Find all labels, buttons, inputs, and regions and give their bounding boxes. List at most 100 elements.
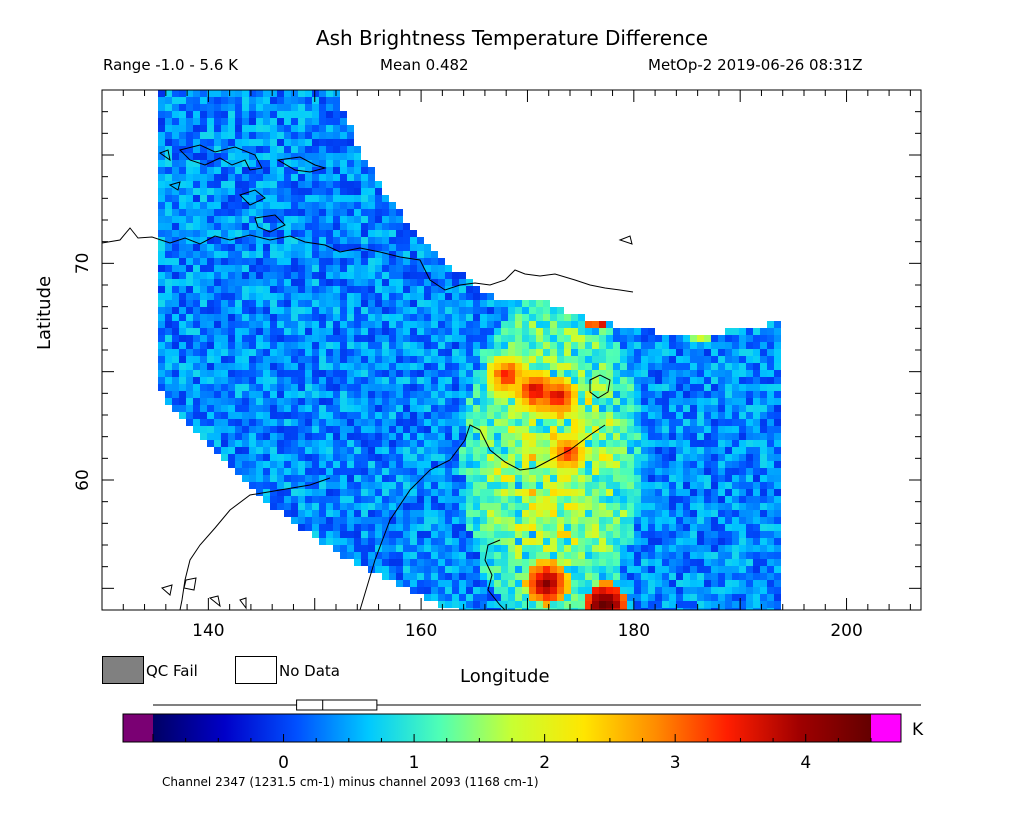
- heatmap-cell: [312, 195, 319, 202]
- heatmap-cell: [277, 461, 284, 468]
- heatmap-cell: [739, 328, 746, 335]
- heatmap-cell: [207, 202, 214, 209]
- heatmap-cell: [774, 405, 781, 412]
- heatmap-cell: [466, 363, 473, 370]
- heatmap-cell: [347, 181, 354, 188]
- heatmap-cell: [207, 125, 214, 132]
- heatmap-cell: [704, 545, 711, 552]
- heatmap-cell: [662, 545, 669, 552]
- heatmap-cell: [200, 272, 207, 279]
- heatmap-cell: [697, 426, 704, 433]
- heatmap-cell: [634, 349, 641, 356]
- heatmap-cell: [424, 328, 431, 335]
- x-axis-label: Longitude: [460, 666, 550, 687]
- heatmap-cell: [480, 468, 487, 475]
- heatmap-cell: [200, 216, 207, 223]
- heatmap-cell: [333, 545, 340, 552]
- heatmap-cell: [263, 153, 270, 160]
- heatmap-cell: [326, 461, 333, 468]
- heatmap-cell: [242, 209, 249, 216]
- heatmap-cell: [214, 118, 221, 125]
- heatmap-cell: [536, 391, 543, 398]
- heatmap-cell: [361, 510, 368, 517]
- heatmap-cell: [249, 237, 256, 244]
- heatmap-cell: [655, 510, 662, 517]
- heatmap-cell: [326, 209, 333, 216]
- heatmap-cell: [515, 594, 522, 601]
- heatmap-cell: [291, 342, 298, 349]
- heatmap-cell: [438, 342, 445, 349]
- coastline-islands: [158, 144, 327, 233]
- heatmap-cell: [606, 447, 613, 454]
- heatmap-cell: [627, 370, 634, 377]
- heatmap-cell: [277, 216, 284, 223]
- heatmap-cell: [228, 447, 235, 454]
- heatmap-cell: [627, 538, 634, 545]
- heatmap-cell: [557, 461, 564, 468]
- heatmap-cell: [312, 440, 319, 447]
- heatmap-cell: [753, 475, 760, 482]
- heatmap-cell: [235, 300, 242, 307]
- heatmap-cell: [480, 377, 487, 384]
- heatmap-cell: [284, 342, 291, 349]
- heatmap-cell: [375, 335, 382, 342]
- heatmap-cell: [438, 314, 445, 321]
- heatmap-cell: [445, 566, 452, 573]
- heatmap-cell: [459, 524, 466, 531]
- heatmap-cell: [291, 251, 298, 258]
- heatmap-cell: [361, 188, 368, 195]
- heatmap-cell: [466, 356, 473, 363]
- heatmap-cell: [634, 559, 641, 566]
- heatmap-cell: [760, 419, 767, 426]
- heatmap-cell: [557, 349, 564, 356]
- heatmap-cell: [270, 342, 277, 349]
- heatmap-cell: [403, 223, 410, 230]
- heatmap-cell: [361, 321, 368, 328]
- heatmap-cell: [172, 174, 179, 181]
- heatmap-cell: [711, 552, 718, 559]
- heatmap-cell: [522, 300, 529, 307]
- heatmap-cell: [452, 552, 459, 559]
- heatmap-cell: [263, 272, 270, 279]
- heatmap-cell: [564, 370, 571, 377]
- heatmap-cell: [221, 216, 228, 223]
- heatmap-cell: [347, 349, 354, 356]
- heatmap-cell: [270, 216, 277, 223]
- heatmap-cell: [487, 384, 494, 391]
- heatmap-cell: [704, 524, 711, 531]
- heatmap-cell: [543, 538, 550, 545]
- heatmap-cell: [319, 356, 326, 363]
- heatmap-cell: [508, 426, 515, 433]
- heatmap-cell: [277, 440, 284, 447]
- heatmap-cell: [403, 251, 410, 258]
- heatmap-cell: [186, 167, 193, 174]
- heatmap-cell: [424, 258, 431, 265]
- heatmap-cell: [403, 510, 410, 517]
- heatmap-cell: [333, 258, 340, 265]
- heatmap-cell: [291, 475, 298, 482]
- heatmap-cell: [648, 496, 655, 503]
- heatmap-cell: [487, 293, 494, 300]
- heatmap-cell: [473, 489, 480, 496]
- heatmap-cell: [305, 188, 312, 195]
- heatmap-cell: [165, 265, 172, 272]
- heatmap-cell: [739, 559, 746, 566]
- heatmap-cell: [669, 559, 676, 566]
- heatmap-cell: [438, 545, 445, 552]
- heatmap-cell: [417, 377, 424, 384]
- heatmap-cell: [158, 307, 165, 314]
- heatmap-cell: [228, 300, 235, 307]
- heatmap-cell: [522, 468, 529, 475]
- heatmap-cell: [585, 447, 592, 454]
- heatmap-cell: [494, 608, 501, 610]
- heatmap-cell: [165, 230, 172, 237]
- heatmap-cell: [298, 447, 305, 454]
- heatmap-cell: [774, 608, 781, 610]
- heatmap-cell: [669, 496, 676, 503]
- heatmap-cell: [459, 328, 466, 335]
- heatmap-cell: [214, 447, 221, 454]
- heatmap-cell: [620, 475, 627, 482]
- heatmap-cell: [403, 468, 410, 475]
- heatmap-cell: [690, 594, 697, 601]
- heatmap-cell: [354, 496, 361, 503]
